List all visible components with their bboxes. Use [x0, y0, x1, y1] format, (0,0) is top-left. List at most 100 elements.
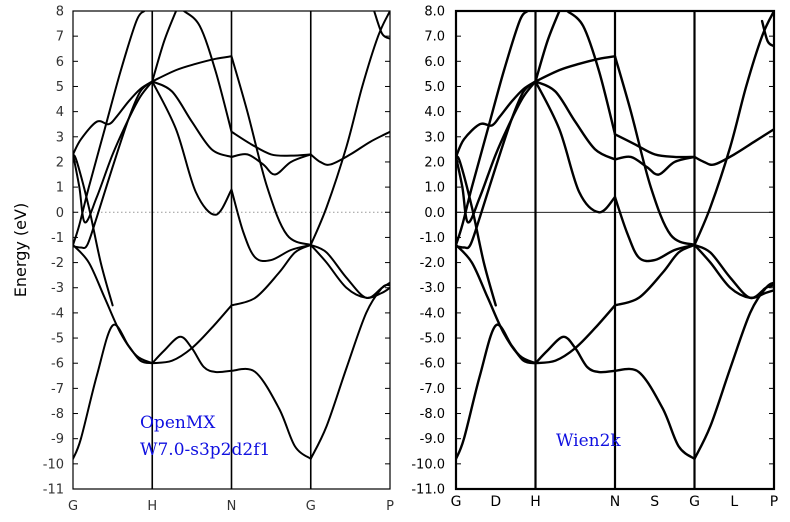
y-axis-label: Energy (eV)	[11, 203, 30, 297]
left-band-line	[151, 55, 233, 83]
right-ytick-label: 5.0	[424, 80, 445, 95]
right-xtick-label: H	[530, 494, 541, 510]
left-band-line	[73, 80, 154, 224]
right-band-line	[613, 243, 696, 307]
right-band-line	[613, 367, 696, 461]
right-ytick-label: 4.0	[424, 105, 445, 120]
right-band-line	[693, 243, 774, 300]
right-ytick-label: -9.0	[420, 432, 445, 447]
left-band-line	[73, 243, 154, 365]
left-ytick-label: 0	[56, 206, 64, 221]
right-ytick-label: -4.0	[420, 306, 445, 321]
right-band-line	[613, 195, 696, 263]
left-ytick-label: 8	[56, 5, 64, 20]
left-band-line	[230, 243, 312, 307]
right-ytick-label: -6.0	[420, 357, 445, 372]
left-band-line	[230, 153, 312, 176]
left-band-line	[151, 335, 233, 374]
right-ytick-label: 1.0	[424, 181, 445, 196]
right-band-line	[534, 80, 617, 214]
left-method-annotation: OpenMX	[140, 413, 216, 433]
right-ytick-label: 3.0	[424, 130, 445, 145]
right-band-line	[613, 55, 696, 247]
right-band-line	[534, 80, 617, 161]
left-ytick-label: -8	[51, 407, 64, 422]
right-band-line	[613, 133, 696, 159]
left-band-line	[151, 304, 233, 365]
left-band-line	[73, 80, 154, 156]
right-xtick-label: P	[770, 494, 778, 510]
right-band-line	[760, 19, 774, 48]
left-ytick-label: -10	[43, 457, 64, 472]
left-ytick-label: -6	[51, 357, 64, 372]
wien2k-band-panel: 8.0 7.0 6.0 5.0 4.0 3.0 2.0 1.0 0.0 -1.0 -2.0 -3.0 -…	[411, 5, 778, 511]
left-ytick-label: 3	[56, 130, 64, 145]
left-band-line	[309, 130, 390, 166]
left-xtick-label: N	[227, 499, 237, 514]
left-band-line	[73, 11, 146, 246]
right-band-line	[456, 155, 497, 307]
right-xtick-label: S	[650, 494, 659, 510]
left-ytick-label: -9	[51, 432, 64, 447]
right-xtick-label: N	[610, 494, 620, 510]
right-band-line	[613, 155, 696, 176]
right-band-line	[456, 11, 529, 247]
right-band-line	[534, 55, 617, 83]
right-ytick-label: 8.0	[424, 5, 445, 20]
left-band-line	[151, 80, 233, 158]
left-ytick-label: -4	[51, 306, 64, 321]
left-method-annotation: W7.0-s3p2d2f1	[140, 440, 270, 460]
left-band-line	[309, 283, 390, 460]
right-band-line	[534, 11, 561, 83]
left-ytick-label: 7	[56, 30, 64, 45]
right-ytick-label: -11.0	[411, 483, 445, 498]
right-xtick-label: G	[689, 494, 700, 510]
right-ytick-label: -3.0	[420, 281, 445, 296]
right-ytick-label: 6.0	[424, 55, 445, 70]
left-ytick-label: -1	[51, 231, 64, 246]
left-band-line	[151, 80, 233, 216]
right-ytick-label: -2.0	[420, 256, 445, 271]
right-ytick-label: 7.0	[424, 30, 445, 45]
right-band-line	[566, 11, 617, 136]
left-ytick-label: -11	[43, 483, 64, 498]
left-band-line	[230, 130, 312, 157]
right-band-line	[456, 323, 537, 461]
left-band-line	[309, 243, 390, 299]
left-ytick-label: 4	[56, 105, 64, 120]
left-xtick-label: H	[147, 499, 157, 514]
left-ytick-label: 5	[56, 80, 64, 95]
left-ytick-label: 6	[56, 55, 64, 70]
left-band-line	[230, 367, 312, 460]
right-xtick-label: G	[451, 494, 462, 510]
left-bands	[73, 11, 390, 460]
right-ytick-label: -5.0	[420, 332, 445, 347]
left-band-line	[73, 153, 114, 307]
right-ytick-label: -7.0	[420, 382, 445, 397]
right-bands	[456, 11, 774, 461]
left-ytick-label: 2	[56, 155, 64, 170]
right-ytick-label: -1.0	[420, 231, 445, 246]
right-ytick-label: -10.0	[411, 457, 445, 472]
left-band-line	[230, 55, 312, 246]
right-method-annotation: Wien2k	[556, 431, 621, 451]
left-ytick-label: 1	[56, 181, 64, 196]
right-ytick-label: 0.0	[424, 206, 445, 221]
right-ytick-label: 2.0	[424, 155, 445, 170]
right-band-line	[693, 128, 774, 166]
right-xtick-label: L	[730, 494, 738, 510]
left-xtick-label: P	[386, 499, 394, 514]
left-ytick-label: -3	[51, 281, 64, 296]
right-xtick-label: D	[490, 494, 501, 510]
left-band-line	[151, 11, 178, 83]
left-band-line	[309, 243, 390, 299]
right-ytick-label: -8.0	[420, 407, 445, 422]
right-band-line	[456, 243, 537, 365]
left-xtick-label: G	[68, 499, 78, 514]
right-band-line	[534, 335, 617, 374]
right-band-line	[456, 80, 537, 250]
right-band-line	[693, 11, 774, 247]
right-plot-frame	[454, 9, 776, 491]
left-band-line	[230, 188, 312, 263]
